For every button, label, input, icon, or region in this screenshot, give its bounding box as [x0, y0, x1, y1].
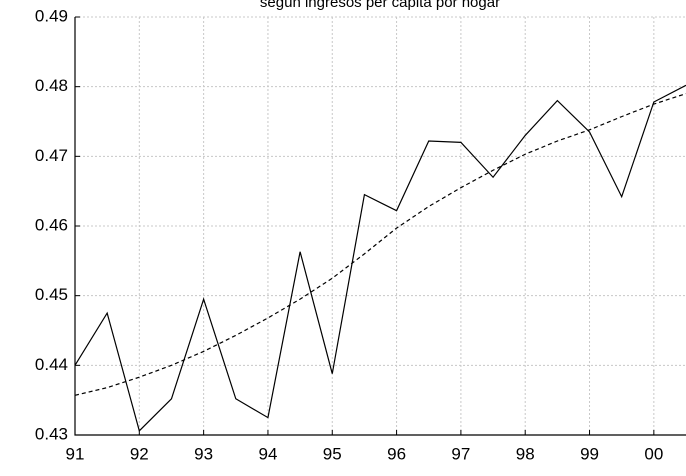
- x-tick-label: 00: [644, 444, 663, 463]
- x-tick-label: 92: [130, 444, 149, 463]
- y-tick-label: 0.43: [35, 424, 68, 443]
- x-tick-label: 95: [323, 444, 342, 463]
- x-tick-label: 94: [258, 444, 277, 463]
- x-tick-label: 91: [66, 444, 85, 463]
- y-tick-label: 0.46: [35, 215, 68, 234]
- y-tick-label: 0.44: [35, 355, 68, 374]
- x-tick-label: 98: [516, 444, 535, 463]
- y-tick-label: 0.47: [35, 146, 68, 165]
- x-tick-label: 99: [580, 444, 599, 463]
- x-tick-label: 97: [451, 444, 470, 463]
- y-tick-label: 0.48: [35, 76, 68, 95]
- series-line: [74, 93, 686, 396]
- axes: [74, 17, 686, 436]
- y-tick-label: 0.45: [35, 285, 68, 304]
- y-tick-label: 0.49: [35, 6, 68, 25]
- x-tick-label: 93: [194, 444, 213, 463]
- chart-title: según ingresos per cápita por hogar: [260, 0, 500, 11]
- x-tick-label: 96: [387, 444, 406, 463]
- series-line: [74, 84, 686, 432]
